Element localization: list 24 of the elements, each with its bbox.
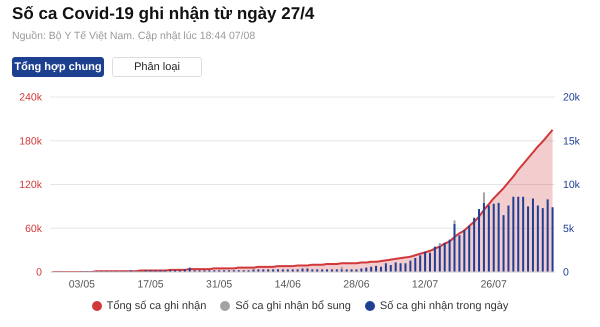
x-tick-label: 31/05 (206, 278, 232, 290)
y2-tick-label: 15k (563, 135, 581, 148)
chart-title: Số ca Covid-19 ghi nhận từ ngày 27/4 (12, 4, 314, 24)
x-tick-label: 26/07 (480, 278, 508, 290)
y2-tick-label: 20k (563, 92, 581, 104)
tab-button: Phân loại (112, 57, 202, 77)
legend-label: Số ca ghi nhận trong ngày (380, 300, 508, 312)
tab-button: Tổng hợp chung (12, 57, 104, 77)
chart-subtitle: Nguồn: Bộ Y Tế Việt Nam. Cập nhật lúc 18:44 07/08 (12, 30, 256, 42)
legend-label: Tổng số ca ghi nhận (106, 300, 206, 312)
x-tick-label: 12/07 (412, 278, 438, 290)
y-tick-label: 180k (19, 135, 43, 148)
y2-tick-label: 10k (563, 179, 581, 192)
y-tick-label: 120k (19, 179, 43, 192)
x-tick-label: 14/06 (274, 278, 302, 290)
x-tick-label: 28/06 (343, 278, 370, 290)
x-tick-label: 03/05 (68, 278, 96, 290)
x-tick-label: 17/05 (137, 278, 164, 290)
y-tick-label: 60k (25, 222, 43, 235)
y2-tick-label: 5k (563, 222, 575, 235)
y-tick-label: 0 (36, 266, 42, 279)
y2-tick-label: 0 (563, 266, 569, 279)
y-tick-label: 240k (19, 92, 43, 104)
legend-label: Số ca ghi nhận bổ sung (235, 300, 351, 312)
